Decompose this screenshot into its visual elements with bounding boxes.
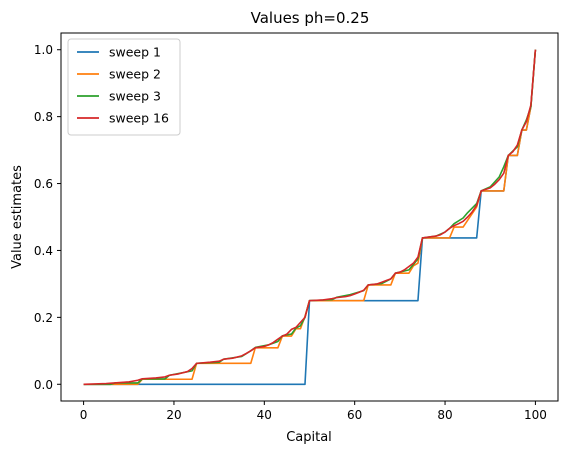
y-tick-label: 0.2 <box>34 311 53 325</box>
series-group <box>83 49 537 386</box>
legend-label-sweep-16: sweep 16 <box>109 111 169 126</box>
y-tick-label: 0.0 <box>34 378 53 392</box>
plot-area <box>60 32 559 402</box>
legend-label-sweep-1: sweep 1 <box>109 45 161 60</box>
x-axis: 0 20 40 60 80 100 <box>80 401 547 422</box>
x-tick-label: 20 <box>166 408 181 422</box>
y-tick-label: 0.8 <box>34 110 53 124</box>
y-tick-label: 1.0 <box>34 43 53 57</box>
legend-box <box>67 38 181 136</box>
x-tick-label: 40 <box>257 408 272 422</box>
x-tick-label: 0 <box>80 408 88 422</box>
legend-label-sweep-3: sweep 3 <box>109 89 161 104</box>
legend-label-sweep-2: sweep 2 <box>109 67 161 82</box>
x-tick-label: 60 <box>347 408 362 422</box>
y-axis: 0.0 0.2 0.4 0.6 0.8 1.0 <box>34 43 61 392</box>
y-tick-label: 0.6 <box>34 177 53 191</box>
x-tick-label: 100 <box>524 408 547 422</box>
x-axis-label: Capital <box>286 430 332 445</box>
y-axis-label: Value estimates <box>10 165 25 269</box>
x-tick-label: 80 <box>437 408 452 422</box>
chart-title: Values ph=0.25 <box>251 9 370 27</box>
y-tick-label: 0.4 <box>34 244 53 258</box>
series-line-sweep-16 <box>83 49 537 386</box>
legend: sweep 1 sweep 2 sweep 3 sweep 16 <box>67 38 181 136</box>
